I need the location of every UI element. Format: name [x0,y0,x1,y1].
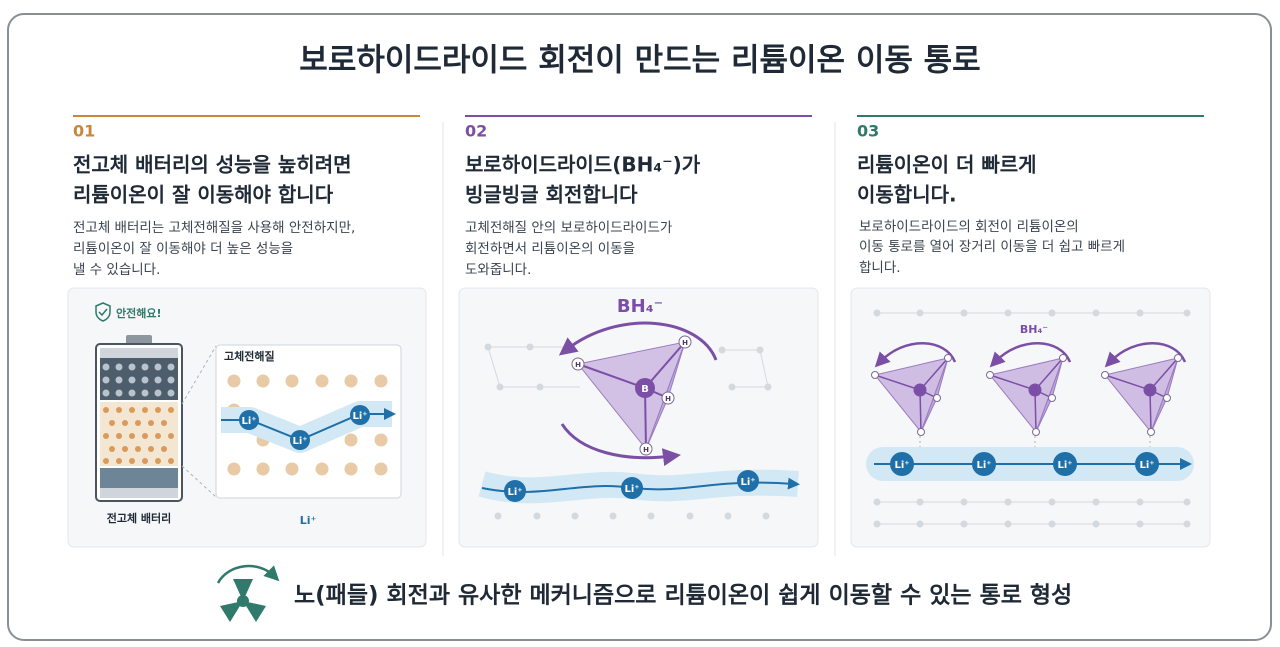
body-text: 합니다. [859,260,901,276]
ion-label: Li⁺ [740,477,755,488]
heading: 전고체 배터리의 성능을 높히려면 [73,153,352,177]
footer-text: 노(패들) 회전과 유사한 메커니즘으로 리튬이온이 쉽게 이동할 수 있는 통… [294,583,1072,609]
paddle-icon [216,564,280,622]
heading: 이동합니다. [857,183,957,207]
heading: 리튬이온이 잘 이동해야 합니다 [73,183,334,207]
ion-label: Li⁺ [352,411,367,422]
ion-label: Li⁺ [624,484,639,495]
ion-label: Li⁺ [1057,460,1072,471]
ion-label: Li⁺ [292,436,307,447]
heading: 빙글빙글 회전합니다 [465,183,638,207]
molecule-label: BH₄⁻ [617,296,663,317]
step-number: 03 [857,122,879,141]
body-text: 도와줍니다. [465,262,531,278]
body-text: 리튬이온이 잘 이동해야 더 높은 성능을 [73,241,293,257]
atom-label: B [641,384,649,395]
ion-label: Li⁺ [1139,460,1154,471]
atom-label: H [665,395,671,403]
figure-pathway: BH₄⁻ Li⁺ Li⁺ Li⁺ Li⁺ [850,287,1211,548]
step-number: 01 [73,122,95,141]
atom-label: H [643,446,649,454]
inset-title: 고체전해질 [224,349,275,363]
ion-label: Li⁺ [241,416,256,427]
atom-label: H [682,339,688,347]
badge: 안전해요! [116,306,162,320]
body-text: 전고체 배터리는 고체전해질을 사용해 안전하지만, [73,220,355,236]
body-text: 낼 수 있습니다. [73,262,160,278]
ion-label: Li⁺ [976,460,991,471]
body-text: 이동 통로를 열어 장거리 이동을 더 쉽고 빠르게 [859,239,1125,255]
body-text: 보로하이드라이드의 회전이 리튬이온의 [859,219,1079,235]
molecule-label: BH₄⁻ [1020,323,1048,336]
ion-label: Li⁺ [894,460,909,471]
body-text: 고체전해질 안의 보로하이드라이드가 [465,220,672,236]
figure-battery: 안전해요! 전고체 배터리 고체전해질 [67,287,427,548]
legend-label: Li⁺ [300,514,317,527]
step-number: 02 [465,122,487,141]
ion-label: Li⁺ [507,487,522,498]
battery-label: 전고체 배터리 [107,511,172,525]
heading: 보로하이드라이드(BH₄⁻)가 [465,153,701,177]
figure-rotation: BH₄⁻ B H H H H Li⁺ Li⁺ Li⁺ [458,287,819,548]
heading: 리튬이온이 더 빠르게 [857,153,1037,177]
title: 보로하이드라이드 회전이 만드는 리튬이온 이동 통로 [299,43,980,79]
body-text: 회전하면서 리튬이온의 이동을 [465,241,635,257]
atom-label: H [575,361,581,369]
